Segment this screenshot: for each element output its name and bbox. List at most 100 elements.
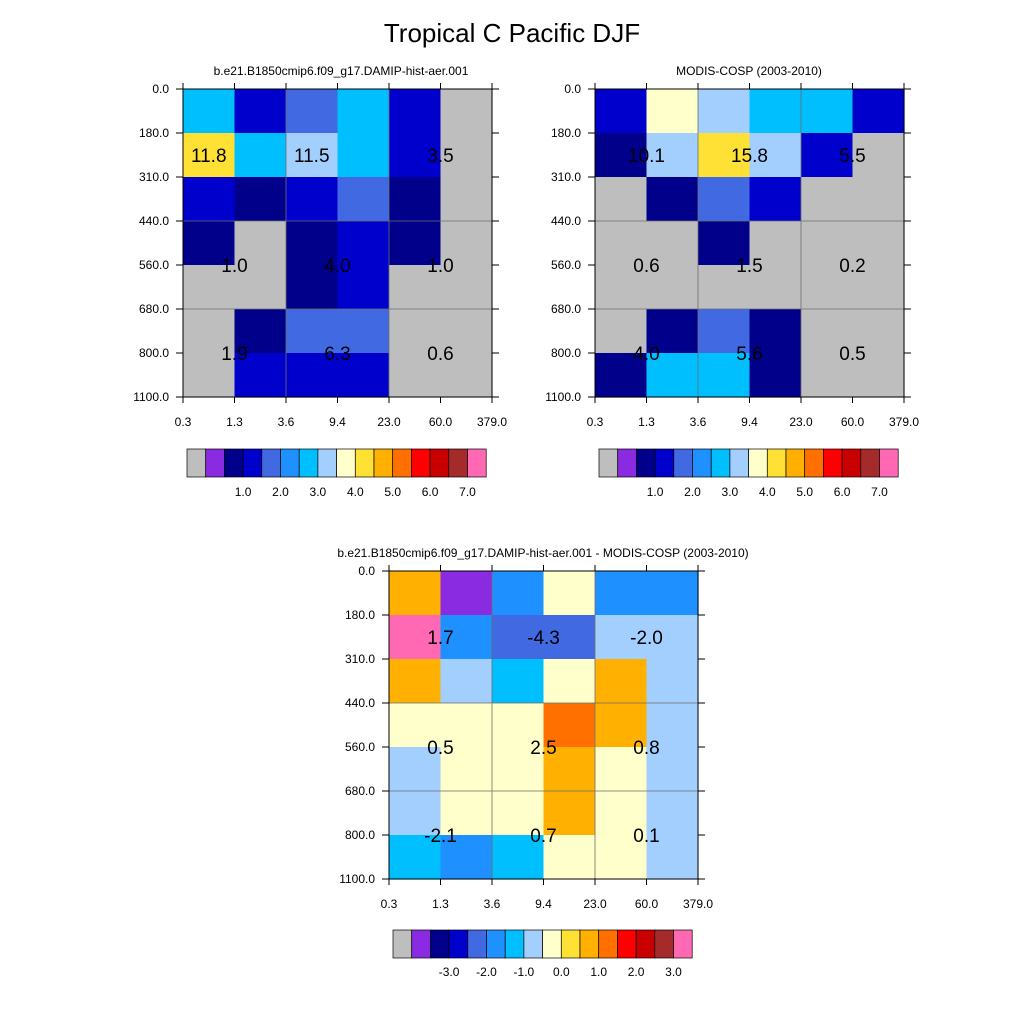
heatmap-cell [852,133,905,178]
heatmap-cell [440,571,493,616]
x-tick-label: 379.0 [683,897,713,911]
heatmap-cell [595,309,648,354]
y-tick-label: 1100.0 [339,872,375,886]
y-tick-label: 560.0 [551,258,581,272]
heatmap-cell [389,747,442,792]
x-tick-label: 9.4 [329,415,346,429]
x-tick-label: 3.6 [484,897,501,911]
colorbar-box [879,448,899,478]
colorbar-box [280,448,300,478]
cell-value-label: 2.5 [530,738,556,759]
heatmap-cell [646,265,699,310]
colorbar-box [560,929,581,959]
panel-title: b.e21.B1850cmip6.f09_g17.DAMIP-hist-aer.… [214,64,469,78]
heatmap-cell [543,659,596,704]
heatmap-cell [389,615,442,660]
y-tick-label: 800.0 [551,346,581,360]
heatmap-cell [801,309,854,354]
heatmap-cell [595,265,648,310]
heatmap-cell [389,309,442,354]
y-tick-label: 180.0 [345,608,375,622]
heatmap-cell [646,703,699,748]
colorbar-label: 6.0 [834,485,851,499]
colorbar-box [617,929,637,959]
heatmap-cell [595,835,648,880]
panel-title: b.e21.B1850cmip6.f09_g17.DAMIP-hist-aer.… [337,546,748,560]
heatmap-cell [749,353,802,398]
heatmap-cell [286,89,339,134]
y-tick-label: 800.0 [345,828,375,842]
colorbar-box [598,929,618,959]
colorbar-box [467,929,487,959]
heatmap-cell [646,221,699,266]
colorbar-box [729,448,749,478]
heatmap-cell [852,353,905,398]
heatmap-cell [749,221,802,266]
y-tick-label: 560.0 [345,740,375,754]
heatmap-cell [286,177,339,222]
heatmap-cell [440,309,493,354]
colorbar: -3.0 -2.0 -1.0 0.0 1.0 2.0 3.0 [392,929,693,979]
cell-value-label: 0.6 [427,344,453,365]
heatmap-cell [183,309,236,354]
y-tick-label: 560.0 [139,258,169,272]
heatmap-cell [337,221,390,266]
panel-difference: b.e21.B1850cmip6.f09_g17.DAMIP-hist-aer.… [337,546,748,979]
colorbar-box [392,448,412,478]
grid-lines [389,571,698,879]
y-tick-label: 0.0 [152,82,169,96]
x-tick-label: 0.3 [175,415,192,429]
y-tick-label: 0.0 [358,564,375,578]
x-tick-label: 379.0 [477,415,507,429]
cell-value-label: 0.7 [530,826,556,847]
colorbar-label: -3.0 [439,965,460,979]
heatmap-cell [440,265,493,310]
heatmap-cell [801,133,854,178]
colorbar-box [636,448,656,478]
colorbar-label: 2.0 [628,965,645,979]
x-tick-label: 9.4 [741,415,758,429]
heatmap-cell [286,133,339,178]
cell-value-label: -2.1 [424,826,457,847]
colorbar-box [448,448,468,478]
y-tick-label: 310.0 [139,170,169,184]
y-tick-label: 800.0 [139,346,169,360]
colorbar-box [841,448,862,478]
y-tick-label: 680.0 [345,784,375,798]
cell-value-label: 4.0 [633,344,659,365]
panel-model: b.e21.B1850cmip6.f09_g17.DAMIP-hist-aer.… [133,64,507,499]
heatmap-cell [389,571,442,616]
cell-value-label: 15.8 [731,146,768,167]
colorbar-box [785,448,806,478]
x-tick-label: 0.3 [587,415,604,429]
heatmap-cell [234,89,287,134]
heatmap-cell [646,309,699,354]
cell-value-label: 0.1 [633,826,659,847]
colorbar-box [317,448,337,478]
heatmap-cell [440,791,493,836]
colorbar-box [766,448,787,478]
heatmap-cell [389,835,442,880]
heatmap-cell [234,265,287,310]
colorbar-label: 1.0 [647,485,664,499]
cell-value-label: 1.0 [427,256,453,277]
cell-value-label: 5.5 [839,146,865,167]
colorbar-box [710,448,731,478]
cell-value-label: 11.8 [191,146,227,167]
figure-title: Tropical C Pacific DJF [384,18,640,48]
heatmap-cell [389,703,442,748]
heatmap-cell [543,703,596,748]
colorbar-box [373,448,394,478]
cell-value-label: 11.5 [294,146,330,167]
cell-value-label: 6.3 [324,344,350,365]
colorbar-box [523,929,543,959]
heatmap-cell [492,791,545,836]
heatmap-cell [389,177,442,222]
colorbar-box [823,448,843,478]
colorbar-label: 2.0 [272,485,289,499]
colorbar-box [205,448,225,478]
x-tick-label: 23.0 [377,415,401,429]
y-tick-label: 0.0 [564,82,581,96]
heatmap-cell [492,615,545,660]
